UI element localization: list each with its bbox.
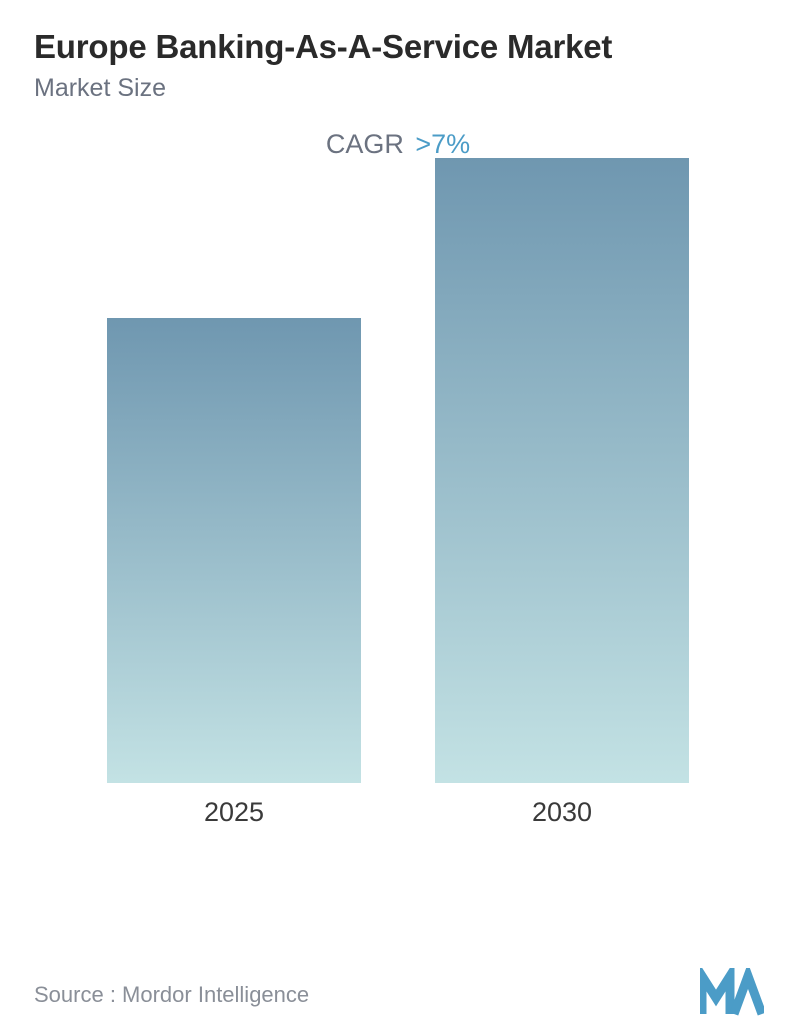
bar-wrap: 2025 bbox=[107, 318, 361, 828]
source-text: Source : Mordor Intelligence bbox=[34, 982, 309, 1008]
chart-title: Europe Banking-As-A-Service Market bbox=[34, 28, 762, 66]
bar bbox=[107, 318, 361, 783]
bar-label: 2030 bbox=[532, 797, 592, 828]
cagr-operator: > bbox=[415, 129, 431, 159]
bar-wrap: 2030 bbox=[435, 158, 689, 828]
cagr-label: CAGR bbox=[326, 129, 404, 159]
chart-area: 2025 2030 bbox=[34, 208, 762, 888]
cagr-row: CAGR >7% bbox=[34, 129, 762, 160]
bar-label: 2025 bbox=[204, 797, 264, 828]
chart-subtitle: Market Size bbox=[34, 74, 762, 103]
chart-container: Europe Banking-As-A-Service Market Marke… bbox=[0, 0, 796, 1034]
brand-logo-icon bbox=[700, 968, 764, 1016]
bar bbox=[435, 158, 689, 783]
cagr-value: 7% bbox=[431, 129, 470, 159]
bars-group: 2025 2030 bbox=[34, 208, 762, 828]
